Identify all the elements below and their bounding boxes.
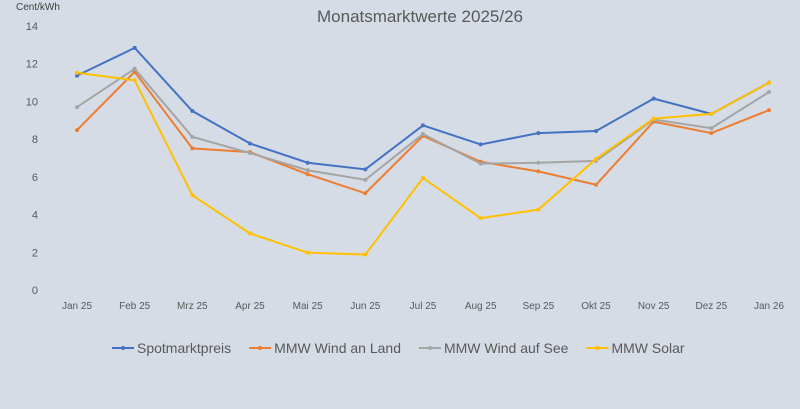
- data-point: [767, 90, 771, 94]
- legend-marker: [427, 346, 432, 350]
- data-point: [594, 156, 598, 161]
- y-tick-label: 0: [32, 285, 38, 297]
- data-point: [75, 128, 79, 133]
- y-tick-label: 12: [26, 59, 38, 71]
- data-point: [536, 160, 541, 165]
- legend-item: MMW Wind an Land: [249, 340, 401, 356]
- data-point: [305, 168, 310, 173]
- x-tick-label: Aug 25: [465, 301, 497, 312]
- legend-label: MMW Solar: [611, 340, 684, 356]
- data-point: [651, 96, 656, 101]
- data-point: [421, 175, 425, 180]
- legend-marker: [258, 346, 263, 350]
- legend-marker: [595, 346, 600, 350]
- series-spotmarktpreis: [75, 45, 771, 172]
- y-tick-label: 10: [26, 96, 38, 108]
- data-point: [248, 151, 252, 156]
- x-tick-label: Feb 25: [119, 301, 151, 312]
- data-point: [421, 132, 425, 137]
- data-point: [305, 250, 310, 255]
- data-point: [190, 109, 195, 114]
- x-tick-label: Sep 25: [522, 301, 554, 312]
- x-tick-label: Jan 26: [754, 301, 784, 312]
- data-point: [248, 141, 252, 146]
- data-point: [594, 182, 598, 187]
- series-line: [76, 71, 770, 256]
- x-tick-label: Okt 25: [581, 301, 611, 312]
- data-point: [478, 161, 483, 166]
- x-tick-label: Jul 25: [410, 301, 437, 312]
- x-tick-label: Dez 25: [695, 301, 727, 312]
- series-line: [76, 46, 770, 171]
- x-tick-label: Mai 25: [293, 301, 323, 312]
- chart-title: Monatsmarktwerte 2025/26: [317, 7, 523, 26]
- data-point: [132, 78, 137, 83]
- data-point: [363, 167, 368, 172]
- data-point: [478, 216, 483, 221]
- x-tick-label: Jan 25: [62, 301, 92, 312]
- legend-label: MMW Wind an Land: [274, 340, 401, 356]
- data-point: [709, 131, 714, 136]
- data-point: [75, 70, 79, 75]
- data-point: [305, 160, 310, 165]
- data-point: [305, 172, 310, 177]
- legend-item: MMW Wind auf See: [418, 340, 569, 356]
- legend-item: Spotmarktpreis: [112, 340, 231, 356]
- data-point: [190, 134, 195, 139]
- data-point: [248, 231, 252, 236]
- data-point: [709, 126, 714, 131]
- data-point: [651, 116, 656, 121]
- data-point: [594, 129, 598, 134]
- x-tick-label: Mrz 25: [177, 301, 208, 312]
- data-point: [132, 66, 137, 71]
- legend-label: Spotmarktpreis: [137, 340, 231, 356]
- data-point: [421, 123, 425, 128]
- data-point: [536, 169, 541, 174]
- data-point: [190, 193, 195, 198]
- data-point: [536, 207, 541, 212]
- series-mmw-solar: [75, 70, 771, 257]
- x-tick-label: Apr 25: [235, 301, 265, 312]
- x-tick-label: Nov 25: [638, 301, 670, 312]
- x-tick-label: Jun 25: [350, 301, 380, 312]
- y-axis-label: Cent/kWh: [16, 2, 60, 13]
- data-point: [767, 108, 771, 113]
- legend-marker: [121, 346, 125, 350]
- data-point: [363, 191, 368, 196]
- data-point: [363, 177, 368, 182]
- y-tick-label: 4: [32, 210, 38, 222]
- data-point: [190, 146, 195, 151]
- data-point: [132, 45, 137, 50]
- y-tick-label: 8: [32, 134, 38, 146]
- data-point: [75, 73, 79, 78]
- y-tick-label: 6: [32, 172, 38, 184]
- data-point: [767, 80, 771, 85]
- y-tick-label: 14: [26, 21, 38, 33]
- y-tick-label: 2: [32, 247, 38, 259]
- data-point: [536, 131, 541, 136]
- data-point: [709, 111, 714, 116]
- legend-label: MMW Wind auf See: [444, 340, 569, 356]
- data-point: [75, 105, 79, 110]
- legend-item: MMW Solar: [586, 340, 685, 356]
- data-point: [363, 252, 368, 257]
- data-point: [478, 142, 483, 147]
